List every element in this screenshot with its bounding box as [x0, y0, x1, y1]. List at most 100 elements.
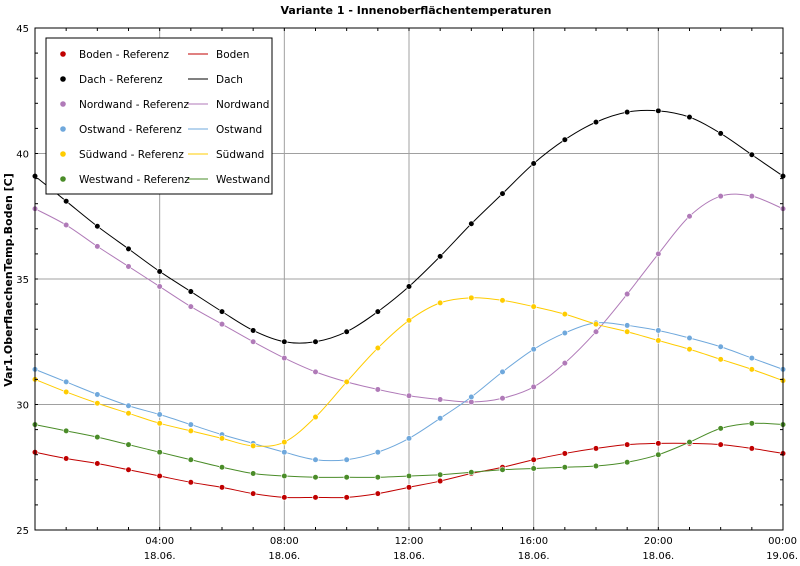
- data-point: [624, 459, 631, 466]
- data-point: [592, 321, 600, 328]
- y-tick-label: 30: [16, 401, 29, 412]
- data-point: [187, 456, 194, 463]
- legend-marker: [60, 126, 66, 132]
- data-point: [63, 378, 70, 386]
- x-tick-date: 18.06.: [268, 551, 300, 562]
- data-point: [530, 465, 537, 472]
- data-point: [250, 490, 257, 497]
- data-point: [686, 439, 693, 446]
- data-point: [63, 221, 70, 229]
- data-point: [405, 472, 413, 480]
- data-point: [405, 435, 413, 442]
- data-point: [187, 288, 194, 295]
- data-point: [561, 136, 568, 143]
- data-point: [156, 268, 163, 275]
- x-tick-date: 18.06.: [518, 551, 550, 562]
- data-point: [530, 383, 537, 391]
- data-point: [156, 449, 163, 456]
- x-tick-time: 00:00: [768, 536, 797, 547]
- x-tick-time: 16:00: [519, 536, 548, 547]
- data-point: [63, 427, 70, 434]
- x-tick-date: 18.06.: [393, 551, 425, 562]
- data-point: [250, 327, 257, 334]
- data-point: [686, 213, 693, 220]
- data-point: [63, 198, 70, 205]
- legend-ref-label: Südwand - Referenz: [79, 149, 184, 161]
- data-point: [655, 451, 662, 458]
- data-point: [374, 344, 381, 352]
- data-point: [748, 354, 755, 362]
- series-dach: [31, 107, 787, 345]
- data-point: [312, 413, 319, 421]
- data-point: [156, 283, 163, 290]
- data-point: [312, 368, 319, 375]
- data-point: [94, 400, 101, 407]
- data-point: [748, 366, 755, 373]
- data-point: [187, 427, 194, 434]
- data-point: [437, 471, 444, 478]
- data-point: [250, 470, 257, 477]
- data-point: [468, 393, 475, 401]
- data-point: [748, 151, 755, 158]
- data-point: [717, 130, 724, 137]
- data-point: [499, 466, 506, 473]
- data-point: [125, 441, 132, 448]
- data-point: [717, 441, 724, 448]
- data-point: [405, 317, 413, 324]
- data-point: [592, 445, 600, 452]
- data-point: [94, 460, 101, 467]
- data-point: [63, 388, 70, 396]
- data-point: [499, 190, 506, 197]
- legend-ref-label: Westwand - Referenz: [79, 174, 190, 186]
- data-point: [717, 193, 724, 200]
- data-point: [94, 434, 101, 441]
- data-point: [655, 337, 662, 344]
- data-point: [374, 490, 381, 497]
- series-südwand: [31, 294, 787, 450]
- data-point: [686, 114, 693, 121]
- legend-marker: [60, 151, 66, 157]
- data-point: [218, 484, 226, 491]
- data-point: [187, 303, 194, 310]
- legend-ref-label: Dach - Referenz: [79, 74, 163, 86]
- legend-box: [45, 37, 273, 195]
- data-point: [218, 464, 226, 471]
- data-point: [437, 415, 444, 422]
- y-tick-label: 25: [16, 526, 29, 537]
- data-point: [94, 223, 101, 230]
- legend: Boden - Referenz Boden Dach - Referenz Dach…: [45, 37, 273, 195]
- data-point: [250, 442, 257, 450]
- data-point: [499, 368, 506, 375]
- data-point: [156, 411, 163, 418]
- data-point: [312, 474, 319, 481]
- data-point: [156, 472, 163, 480]
- data-point: [561, 359, 568, 367]
- legend-label: Nordwand: [216, 99, 269, 111]
- data-point: [218, 321, 226, 328]
- data-point: [94, 243, 101, 250]
- series-nordwand: [31, 193, 787, 406]
- x-tick-date: 18.06.: [642, 551, 674, 562]
- data-point: [405, 392, 413, 399]
- data-point: [717, 425, 724, 432]
- data-point: [156, 420, 163, 427]
- data-point: [624, 322, 631, 329]
- data-point: [281, 354, 288, 362]
- data-point: [748, 445, 755, 452]
- data-point: [374, 308, 381, 315]
- data-point: [655, 250, 662, 257]
- legend-label: Boden: [216, 49, 249, 61]
- data-point: [468, 469, 475, 476]
- data-point: [499, 395, 506, 402]
- data-point: [281, 439, 288, 446]
- data-point: [499, 297, 506, 304]
- data-point: [125, 245, 132, 252]
- y-tick-label: 35: [16, 275, 29, 286]
- data-point: [437, 477, 444, 485]
- data-point: [312, 494, 319, 501]
- legend-marker: [60, 51, 66, 57]
- axis-ticks: 25 30 35 40 45 04:00 18.06. 08:00 18.06. 12:00 18.…: [16, 24, 798, 562]
- legend-ref-label: Ostwand - Referenz: [79, 124, 182, 136]
- data-point: [187, 479, 194, 486]
